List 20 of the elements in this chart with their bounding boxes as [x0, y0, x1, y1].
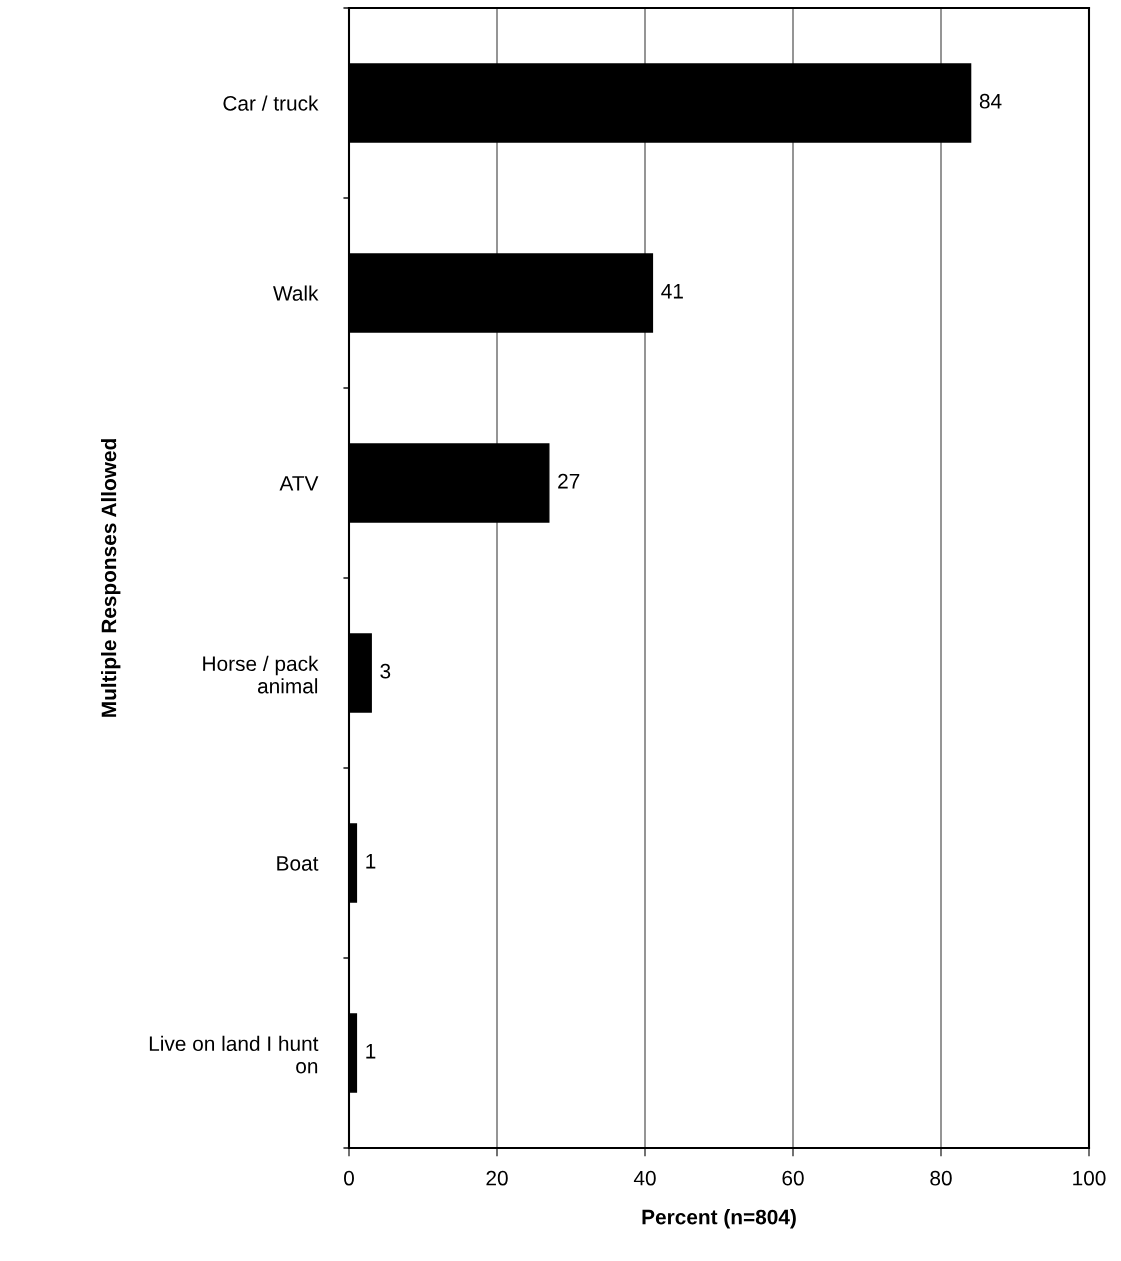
data-label: 41	[661, 284, 683, 299]
x-axis-title: Percent (n=804)	[642, 1209, 796, 1229]
x-tick-label: 80	[930, 1170, 952, 1186]
x-tick-label: 100	[1073, 1170, 1106, 1186]
y-tick-label: Live on land I hunt on	[149, 1035, 319, 1074]
y-tick-label: Horse / pack animal	[203, 655, 319, 694]
data-label: 3	[380, 663, 391, 679]
data-label: 1	[366, 1044, 376, 1059]
x-tick-label: 20	[486, 1170, 508, 1186]
data-label: 27	[558, 473, 580, 489]
data-label: 84	[979, 93, 1002, 109]
data-label: 1	[366, 854, 376, 869]
y-tick-label: Boat	[277, 856, 319, 871]
x-tick-label: 0	[344, 1170, 354, 1186]
y-tick-label: Car / truck	[223, 95, 319, 111]
x-tick-label: 60	[782, 1170, 804, 1186]
y-axis-title: Multiple Responses Allowed	[100, 439, 121, 717]
x-tick-label: 40	[633, 1170, 656, 1186]
y-tick-label: ATV	[279, 476, 319, 491]
y-tick-label: Walk	[273, 285, 319, 301]
